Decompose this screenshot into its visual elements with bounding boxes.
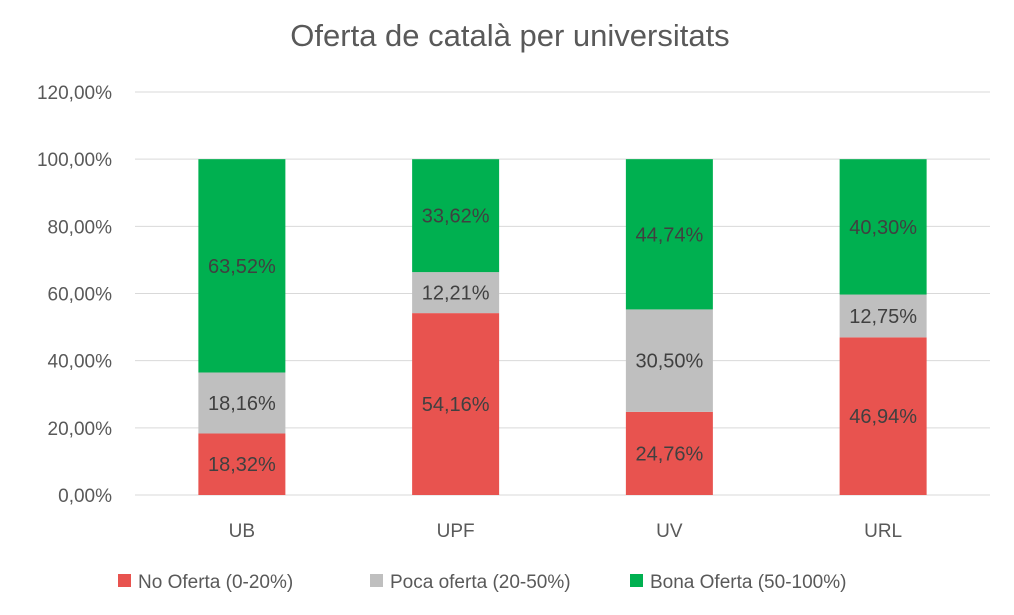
y-tick-label: 20,00% [48,419,113,440]
y-tick-label: 0,00% [58,486,112,507]
legend-label: Poca oferta (20-50%) [390,572,571,593]
data-label: 18,16% [208,393,276,415]
bar-segment [839,337,927,495]
y-tick-label: 80,00% [48,217,113,238]
legend-label: Bona Oferta (50-100%) [650,572,846,593]
legend-swatch [630,574,643,587]
bar-segment [412,313,500,495]
data-label: 46,94% [849,406,917,428]
chart-title: Oferta de català per universitats [290,18,729,53]
bar-segment [412,272,500,314]
bar-segment [839,294,927,338]
y-tick-label: 100,00% [37,150,112,171]
bar-segment [839,159,927,295]
data-label: 30,50% [635,351,703,373]
bar-segment [412,159,500,273]
bar-segment [625,411,713,495]
x-tick-label: UB [229,521,255,542]
data-label: 12,75% [849,306,917,328]
bar-segment [625,309,713,412]
data-label: 24,76% [635,443,703,465]
legend: No Oferta (0-20%) Poca oferta (20-50%) Bon… [118,572,846,593]
y-tick-label: 120,00% [37,83,112,104]
bar-segment [625,159,713,310]
data-label: 44,74% [635,224,703,246]
bar-segment [198,433,286,495]
legend-label: No Oferta (0-20%) [138,572,293,593]
bar-segment [198,372,286,434]
data-label: 54,16% [422,394,490,416]
legend-swatch [370,574,383,587]
y-axis-labels: 0,00% 20,00% 40,00% 60,00% 80,00% 100,00% 120,… [37,83,112,507]
bars: 18,32% 18,16% 63,52% 54,16% 12,21% 33,62% 24,7… [198,159,927,495]
data-label: 63,52% [208,256,276,278]
data-label: 12,21% [422,283,490,305]
y-tick-label: 60,00% [48,285,113,306]
x-tick-label: URL [864,521,902,542]
y-tick-label: 40,00% [48,352,113,373]
legend-swatch [118,574,131,587]
x-tick-label: UV [656,521,683,542]
bar-segment [198,159,286,373]
data-label: 33,62% [422,206,490,228]
data-label: 18,32% [208,454,276,476]
data-label: 40,30% [849,217,917,239]
x-tick-label: UPF [437,521,475,542]
x-axis-labels: UB UPF UV URL [229,521,902,542]
